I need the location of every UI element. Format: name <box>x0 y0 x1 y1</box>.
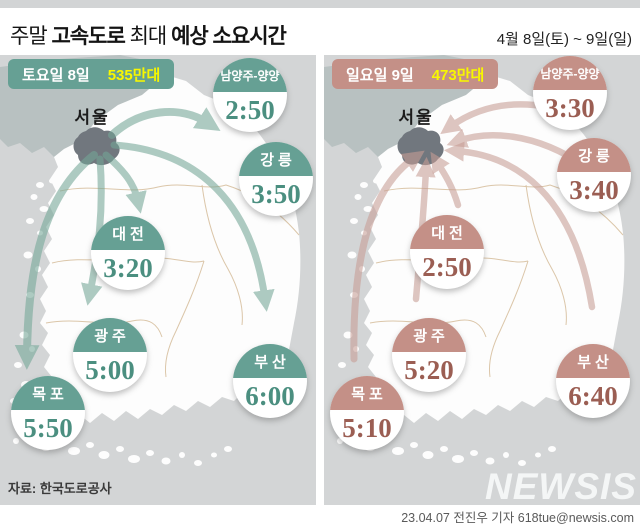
sunday-map-panel: 일요일 9일 473만대 서울 남양주-양양 3:30 강릉 3:40 대전 2… <box>324 55 640 505</box>
date-range-label: 4월 8일(토) ~ 9일(일) <box>496 31 632 48</box>
day-label: 토요일 8일 <box>22 66 90 84</box>
map-panels-row: 토요일 8일 535만대 서울 남양주-양양 2:50 강릉 3:50 대전 3… <box>0 55 640 505</box>
top-border-strip <box>0 0 640 8</box>
city-bubble-gwangju: 광주 5:00 <box>73 318 147 392</box>
city-bubble-daejeon: 대전 3:20 <box>91 216 165 290</box>
city-bubble-daejeon: 대전 2:50 <box>410 215 484 289</box>
outbound-traffic-arrows <box>14 107 275 370</box>
seoul-label: 서울 <box>398 108 434 127</box>
city-bubble-gwangju: 광주 5:20 <box>392 318 466 392</box>
seoul-label: 서울 <box>74 108 110 127</box>
city-bubble-mokpo: 목포 5:50 <box>11 376 85 450</box>
title-segment: 고속도로 <box>51 25 125 48</box>
header: 주말 고속도로 최대 예상 소요시간 4월 8일(토) ~ 9일(일) <box>0 8 640 55</box>
day-badge: 토요일 8일 535만대 <box>8 59 175 89</box>
city-bubble-namyangju-yangyang: 남양주-양양 3:30 <box>533 56 607 130</box>
city-bubble-namyangju-yangyang: 남양주-양양 2:50 <box>213 58 287 132</box>
source-note: 자료: 한국도로공사 <box>8 481 112 496</box>
korea-map <box>0 55 301 467</box>
travel-time: 3:30 <box>545 93 595 123</box>
travel-time: 3:20 <box>103 253 153 283</box>
travel-time: 5:20 <box>404 355 454 385</box>
traffic-count: 473만대 <box>431 66 485 84</box>
day-badge: 일요일 9일 473만대 <box>332 59 499 89</box>
travel-time: 5:10 <box>342 413 392 443</box>
travel-time: 3:50 <box>251 179 301 209</box>
travel-time: 2:50 <box>422 252 472 282</box>
city-bubble-gangneung: 강릉 3:50 <box>239 142 313 216</box>
title-segment: 예상 소요시간 <box>171 25 287 48</box>
traffic-count: 535만대 <box>107 66 161 84</box>
page-title: 주말 고속도로 최대 예상 소요시간 <box>10 20 287 50</box>
travel-time: 6:40 <box>568 381 618 411</box>
day-label: 일요일 9일 <box>346 66 414 84</box>
city-bubble-busan: 부산 6:40 <box>556 344 630 418</box>
byline-credit: 23.04.07 전진우 기자 618tue@newsis.com <box>401 511 634 525</box>
travel-time: 2:50 <box>225 95 275 125</box>
city-bubble-mokpo: 목포 5:10 <box>330 376 404 450</box>
saturday-map-panel: 토요일 8일 535만대 서울 남양주-양양 2:50 강릉 3:50 대전 3… <box>0 55 316 505</box>
title-segment: 주말 <box>10 25 52 48</box>
title-segment: 최대 <box>124 25 172 48</box>
travel-time: 5:00 <box>85 355 135 385</box>
travel-time: 6:00 <box>245 381 295 411</box>
footer: 23.04.07 전진우 기자 618tue@newsis.com <box>0 505 640 528</box>
newsis-watermark: NEWSIS <box>485 466 637 505</box>
travel-time: 5:50 <box>23 413 73 443</box>
city-bubble-gangneung: 강릉 3:40 <box>557 138 631 212</box>
travel-time: 3:40 <box>569 175 619 205</box>
city-bubble-busan: 부산 6:00 <box>233 344 307 418</box>
